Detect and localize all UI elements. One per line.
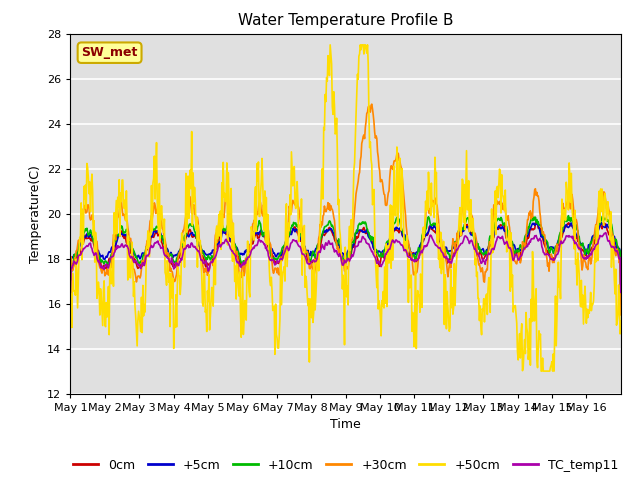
+5cm — [403, 236, 410, 241]
+5cm — [280, 244, 288, 250]
+5cm — [433, 230, 441, 236]
+10cm — [617, 289, 625, 295]
TC_temp11 — [602, 230, 609, 236]
Line: TC_temp11: TC_temp11 — [70, 233, 621, 292]
TC_temp11 — [280, 251, 288, 256]
+10cm — [260, 232, 268, 238]
0cm — [260, 231, 268, 237]
+50cm — [232, 296, 240, 302]
+30cm — [260, 202, 268, 208]
0cm — [533, 218, 541, 224]
Line: +10cm: +10cm — [70, 216, 621, 292]
+50cm — [131, 303, 139, 309]
+50cm — [260, 206, 268, 212]
TC_temp11 — [617, 289, 625, 295]
0cm — [131, 256, 139, 262]
+50cm — [403, 233, 411, 239]
+10cm — [403, 240, 410, 246]
Line: +30cm: +30cm — [70, 104, 621, 315]
0cm — [433, 231, 441, 237]
+30cm — [434, 211, 442, 217]
+50cm — [538, 368, 545, 374]
Text: SW_met: SW_met — [81, 46, 138, 59]
+5cm — [598, 220, 605, 226]
+10cm — [232, 243, 240, 249]
TC_temp11 — [232, 257, 240, 263]
+5cm — [617, 289, 625, 295]
+50cm — [434, 221, 442, 227]
Title: Water Temperature Profile B: Water Temperature Profile B — [238, 13, 453, 28]
+5cm — [232, 245, 240, 251]
Legend: 0cm, +5cm, +10cm, +30cm, +50cm, TC_temp11: 0cm, +5cm, +10cm, +30cm, +50cm, TC_temp1… — [68, 454, 623, 477]
+10cm — [280, 242, 288, 248]
+30cm — [403, 229, 411, 235]
TC_temp11 — [131, 258, 139, 264]
0cm — [403, 242, 410, 248]
+30cm — [280, 246, 288, 252]
+10cm — [131, 252, 139, 257]
TC_temp11 — [260, 240, 268, 246]
+50cm — [326, 42, 334, 48]
+5cm — [260, 234, 268, 240]
X-axis label: Time: Time — [330, 418, 361, 431]
+30cm — [232, 249, 240, 255]
+30cm — [131, 270, 139, 276]
+50cm — [280, 264, 288, 269]
+30cm — [617, 312, 625, 318]
TC_temp11 — [403, 248, 410, 254]
0cm — [232, 252, 240, 258]
+5cm — [131, 252, 139, 257]
+10cm — [67, 289, 74, 295]
0cm — [67, 289, 74, 295]
+10cm — [433, 226, 441, 232]
+30cm — [368, 101, 376, 107]
0cm — [617, 289, 625, 295]
Line: +5cm: +5cm — [70, 223, 621, 292]
+10cm — [564, 213, 572, 218]
+5cm — [67, 289, 74, 295]
TC_temp11 — [433, 243, 441, 249]
0cm — [280, 245, 288, 251]
Line: +50cm: +50cm — [70, 45, 621, 371]
+50cm — [617, 318, 625, 324]
+50cm — [67, 308, 74, 313]
Y-axis label: Temperature(C): Temperature(C) — [29, 165, 42, 263]
+30cm — [67, 312, 74, 318]
Line: 0cm: 0cm — [70, 221, 621, 292]
TC_temp11 — [67, 289, 74, 295]
